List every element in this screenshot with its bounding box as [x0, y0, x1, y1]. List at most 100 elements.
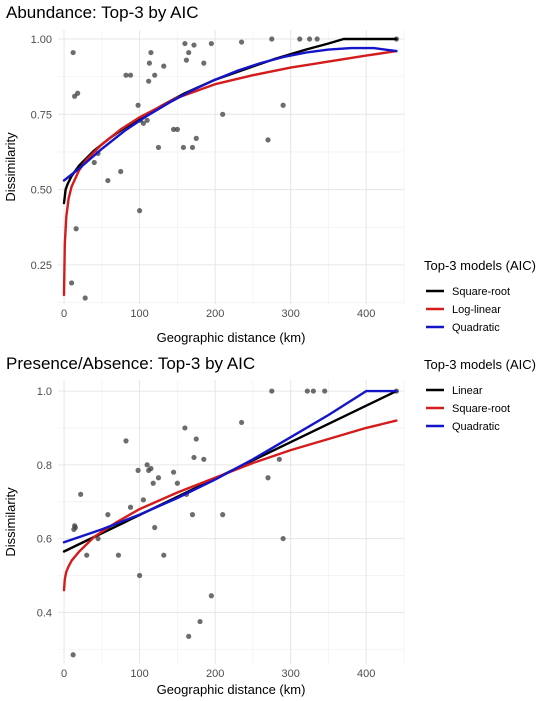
- data-point: [146, 78, 152, 84]
- data-point: [78, 491, 84, 497]
- data-point: [82, 295, 88, 301]
- x-axis-title: Geographic distance (km): [157, 330, 306, 345]
- y-axis-title: Dissimilarity: [3, 487, 18, 557]
- data-point: [70, 652, 76, 658]
- data-point: [105, 177, 111, 184]
- data-point: [127, 504, 134, 510]
- data-point: [238, 39, 245, 45]
- data-point: [135, 102, 141, 108]
- chart-panel-1: 0 100 200 300 400 0.25 0.50 0.75 1.00 Abundance: …: [3, 3, 536, 345]
- data-point: [191, 42, 197, 48]
- data-point: [170, 126, 177, 132]
- model-fit-lines: [62, 389, 398, 592]
- grid-lines: [58, 30, 405, 304]
- x-axis-title: Geographic distance (km): [157, 682, 306, 697]
- fit-line-quadratic: [62, 46, 398, 182]
- y-tick-label: 0.25: [31, 260, 52, 272]
- data-point: [118, 168, 124, 175]
- data-point: [297, 36, 303, 42]
- y-tick-label: 0.4: [37, 607, 52, 619]
- data-point: [276, 456, 282, 462]
- data-point: [146, 60, 153, 66]
- data-point: [220, 512, 226, 518]
- data-point: [105, 512, 111, 518]
- x-tick-label: 0: [61, 308, 67, 320]
- legend: Top-3 models (AIC) Linear Square-root Quadr…: [424, 357, 536, 433]
- fit-line-square-root: [62, 419, 398, 592]
- data-point: [161, 552, 167, 558]
- legend-item-label: Square-root: [452, 286, 510, 298]
- data-point: [186, 49, 192, 56]
- data-point: [269, 36, 275, 42]
- data-point: [314, 36, 320, 42]
- chart-title: Presence/Absence: Top-3 by AIC: [6, 354, 255, 373]
- data-point: [183, 57, 190, 63]
- legend-item-label: Log-linear: [452, 304, 501, 316]
- data-point: [265, 137, 271, 143]
- grid-lines: [58, 380, 405, 664]
- data-point: [144, 462, 150, 468]
- legend-item-label: Linear: [452, 385, 483, 397]
- legend-item-label: Quadratic: [452, 322, 500, 334]
- chart-title: Abundance: Top-3 by AIC: [6, 3, 199, 22]
- data-point: [68, 280, 75, 286]
- y-tick-label: 0.50: [31, 185, 52, 197]
- data-point: [306, 36, 313, 42]
- x-tick-label: 100: [130, 668, 148, 680]
- legend-item-label: Square-root: [452, 403, 510, 415]
- legend-item-label: Quadratic: [452, 421, 500, 433]
- legend-title: Top-3 models (AIC): [424, 258, 536, 273]
- y-tick-label: 1.0: [37, 386, 52, 398]
- x-tick-label: 400: [357, 308, 375, 320]
- chart-panel-2: 0 100 200 300 400 0.4 0.6 0.8 1.0 Presence/Absenc…: [3, 354, 536, 697]
- data-point: [115, 552, 122, 558]
- data-point: [191, 454, 197, 461]
- data-point: [170, 469, 177, 475]
- data-point: [152, 72, 158, 78]
- data-point: [84, 552, 90, 558]
- data-point: [208, 40, 214, 47]
- data-point: [155, 144, 162, 151]
- data-point: [123, 72, 129, 78]
- data-point: [73, 226, 79, 232]
- x-tick-label: 400: [357, 668, 375, 680]
- data-point: [70, 49, 76, 56]
- data-point: [144, 117, 150, 123]
- fit-line-log-linear: [62, 49, 398, 297]
- data-point: [174, 126, 180, 132]
- data-points: [70, 388, 400, 658]
- data-point: [197, 618, 203, 625]
- data-point: [201, 60, 207, 66]
- data-point: [140, 120, 146, 126]
- x-tick-label: 300: [282, 308, 300, 320]
- data-point: [189, 512, 196, 518]
- data-point: [189, 144, 196, 151]
- data-point: [182, 40, 188, 47]
- data-point: [322, 388, 328, 394]
- x-tick-label: 200: [206, 308, 224, 320]
- y-tick-label: 0.75: [31, 109, 52, 121]
- fit-line-square-root: [62, 37, 398, 205]
- data-point: [148, 49, 154, 56]
- data-point: [304, 388, 310, 394]
- y-tick-label: 0.8: [37, 460, 52, 472]
- data-point: [280, 102, 286, 108]
- data-point: [155, 475, 162, 481]
- data-point: [180, 144, 187, 151]
- data-point: [186, 633, 192, 639]
- data-point: [208, 593, 214, 599]
- legend: Top-3 models (AIC) Square-root Log-linear Q…: [424, 258, 536, 334]
- data-point: [265, 475, 271, 481]
- y-tick-label: 0.6: [37, 534, 52, 546]
- data-point: [174, 480, 180, 486]
- data-point: [136, 208, 143, 214]
- data-point: [72, 524, 78, 531]
- data-point: [152, 524, 158, 531]
- data-point: [182, 425, 188, 431]
- data-point: [95, 535, 101, 542]
- data-point: [280, 535, 286, 542]
- data-point: [75, 90, 81, 96]
- data-point: [135, 467, 141, 473]
